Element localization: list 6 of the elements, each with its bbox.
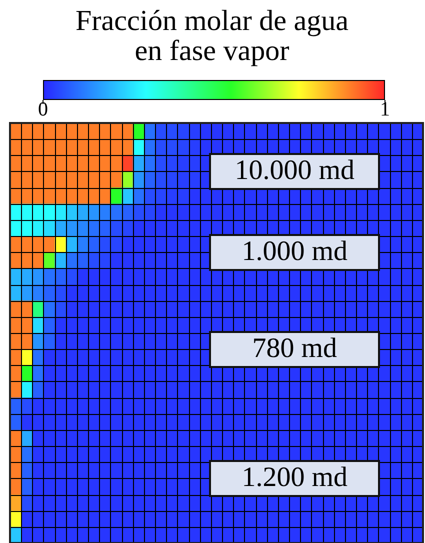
color-bar-label: 0 (38, 98, 48, 120)
text-box: 1.200 md (209, 460, 380, 497)
text-box: 780 md (209, 330, 380, 368)
color-bar-title: Fracción molar de agua en fase vapor (76, 5, 349, 67)
text-box: 1.000 md (209, 234, 380, 271)
text-box: 10.000 md (209, 152, 380, 190)
